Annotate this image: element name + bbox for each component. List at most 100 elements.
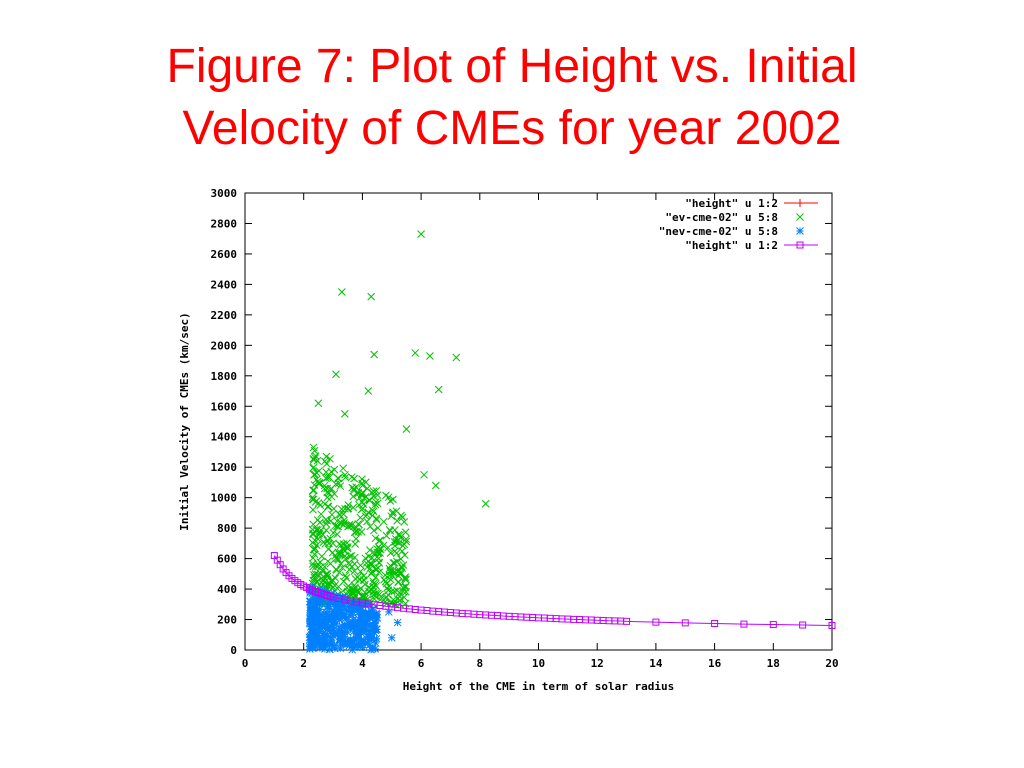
ev-cme-point bbox=[322, 515, 330, 524]
ev-cme-point bbox=[343, 543, 352, 551]
ev-cme-point bbox=[327, 467, 336, 476]
ev-cme-point bbox=[309, 505, 317, 514]
ev-cme-point bbox=[384, 591, 393, 599]
ev-cme-point bbox=[382, 531, 391, 540]
y-tick-label: 1200 bbox=[211, 461, 238, 474]
ev-cme-point bbox=[346, 552, 354, 561]
nev-cme-point bbox=[317, 620, 326, 629]
y-tick-label: 1400 bbox=[211, 431, 238, 444]
ev-cme-point bbox=[309, 529, 317, 538]
ev-cme-point bbox=[356, 561, 365, 570]
ev-cme-point bbox=[329, 504, 338, 513]
nev-cme-point bbox=[340, 640, 349, 648]
nev-cme-point bbox=[367, 645, 375, 654]
nev-cme-point bbox=[347, 610, 355, 619]
ev-cme-point bbox=[323, 493, 332, 502]
y-tick-label: 200 bbox=[217, 614, 237, 627]
ev-cme-point bbox=[399, 583, 407, 592]
legend-label: "ev-cme-02" u 5:8 bbox=[665, 211, 778, 224]
ev-cme-point bbox=[316, 558, 325, 566]
nev-cme-point bbox=[352, 635, 361, 644]
ev-cme-point bbox=[371, 573, 380, 582]
ev-cme-point bbox=[375, 545, 384, 553]
ev-cme-point bbox=[452, 353, 461, 362]
slide-title-line-1: Figure 7: Plot of Height vs. Initial bbox=[166, 40, 858, 93]
nev-cme-point bbox=[309, 638, 317, 647]
ev-cme-point bbox=[371, 565, 380, 574]
ev-cme-point bbox=[337, 541, 345, 550]
ev-cme-point bbox=[308, 495, 317, 504]
nev-cme-point bbox=[317, 635, 325, 644]
nev-cme-point bbox=[339, 629, 347, 638]
ev-cme-point bbox=[431, 481, 440, 490]
ev-cme-point bbox=[332, 370, 340, 379]
ev-cme-point bbox=[364, 387, 373, 395]
ev-cme-point bbox=[383, 584, 391, 592]
y-tick-label: 3000 bbox=[211, 187, 238, 200]
ev-cme-point bbox=[395, 592, 404, 601]
ev-cme-point bbox=[345, 560, 354, 569]
ev-cme-point bbox=[309, 464, 317, 472]
ev-cme-point bbox=[335, 550, 344, 559]
nev-cme-point bbox=[329, 626, 338, 634]
ev-cme-point bbox=[341, 504, 349, 513]
ev-cme-point bbox=[354, 520, 363, 528]
x-tick-label: 2 bbox=[300, 657, 307, 670]
x-tick-label: 0 bbox=[242, 657, 249, 670]
slide-title: Figure 7: Plot of Height vs. Initial Vel… bbox=[0, 36, 1024, 160]
ev-cme-point bbox=[323, 570, 332, 578]
ev-cme-point bbox=[362, 559, 371, 567]
ev-cme-point bbox=[322, 459, 331, 468]
legend-label: "height" u 1:2 bbox=[685, 197, 778, 210]
ev-cme-point bbox=[358, 488, 367, 497]
nev-cme-point bbox=[330, 641, 338, 650]
ev-cme-point bbox=[339, 520, 348, 529]
ev-cme-point bbox=[331, 480, 340, 488]
ev-cme-point bbox=[315, 478, 324, 487]
x-tick-label: 12 bbox=[591, 657, 604, 670]
ev-cme-point bbox=[358, 475, 366, 483]
ev-cme-point bbox=[355, 575, 364, 584]
ev-cme-point bbox=[352, 523, 361, 532]
ev-cme-point bbox=[341, 554, 350, 563]
ev-cme-point bbox=[356, 493, 364, 502]
ev-cme-point bbox=[402, 535, 410, 544]
ev-cme-point bbox=[374, 524, 382, 532]
legend-marker bbox=[796, 227, 804, 235]
ev-cme-point bbox=[387, 575, 395, 584]
ev-cme-point bbox=[366, 522, 375, 531]
ev-cme-point bbox=[402, 425, 411, 433]
ev-cme-point bbox=[396, 531, 405, 539]
ev-cme-point bbox=[347, 473, 356, 481]
ev-cme-point bbox=[317, 552, 326, 561]
y-tick-label: 2400 bbox=[211, 278, 238, 291]
ev-cme-point bbox=[386, 497, 395, 505]
ev-cme-point bbox=[359, 500, 368, 509]
ev-cme-point bbox=[385, 564, 394, 573]
x-tick-label: 4 bbox=[359, 657, 366, 670]
ev-cme-point bbox=[337, 505, 346, 513]
ev-cme-point bbox=[310, 536, 319, 545]
ev-cme-point bbox=[315, 527, 324, 536]
nev-cme-point bbox=[393, 618, 402, 627]
ev-cme-point bbox=[386, 567, 395, 576]
ev-cme-point bbox=[384, 493, 393, 502]
ev-cme-point bbox=[357, 528, 366, 536]
ev-cme-point bbox=[372, 498, 380, 506]
ev-cme-point bbox=[341, 473, 350, 482]
ev-cme-point bbox=[350, 567, 359, 576]
ev-cme-point bbox=[380, 575, 388, 584]
ev-cme-point bbox=[342, 543, 351, 552]
legend-label: "height" u 1:2 bbox=[685, 239, 778, 252]
ev-cme-point bbox=[426, 352, 434, 360]
y-tick-label: 1000 bbox=[211, 492, 238, 505]
height-fit-series bbox=[270, 552, 836, 629]
x-tick-label: 14 bbox=[649, 657, 663, 670]
ev-cme-point bbox=[314, 399, 323, 408]
height-fit-marker bbox=[769, 621, 777, 629]
ev-cme-point bbox=[371, 592, 380, 600]
ev-cme-point bbox=[369, 492, 378, 501]
nev-cme-point bbox=[350, 642, 359, 651]
nev-cme-point bbox=[359, 627, 368, 635]
ev-cme-point bbox=[342, 574, 351, 582]
